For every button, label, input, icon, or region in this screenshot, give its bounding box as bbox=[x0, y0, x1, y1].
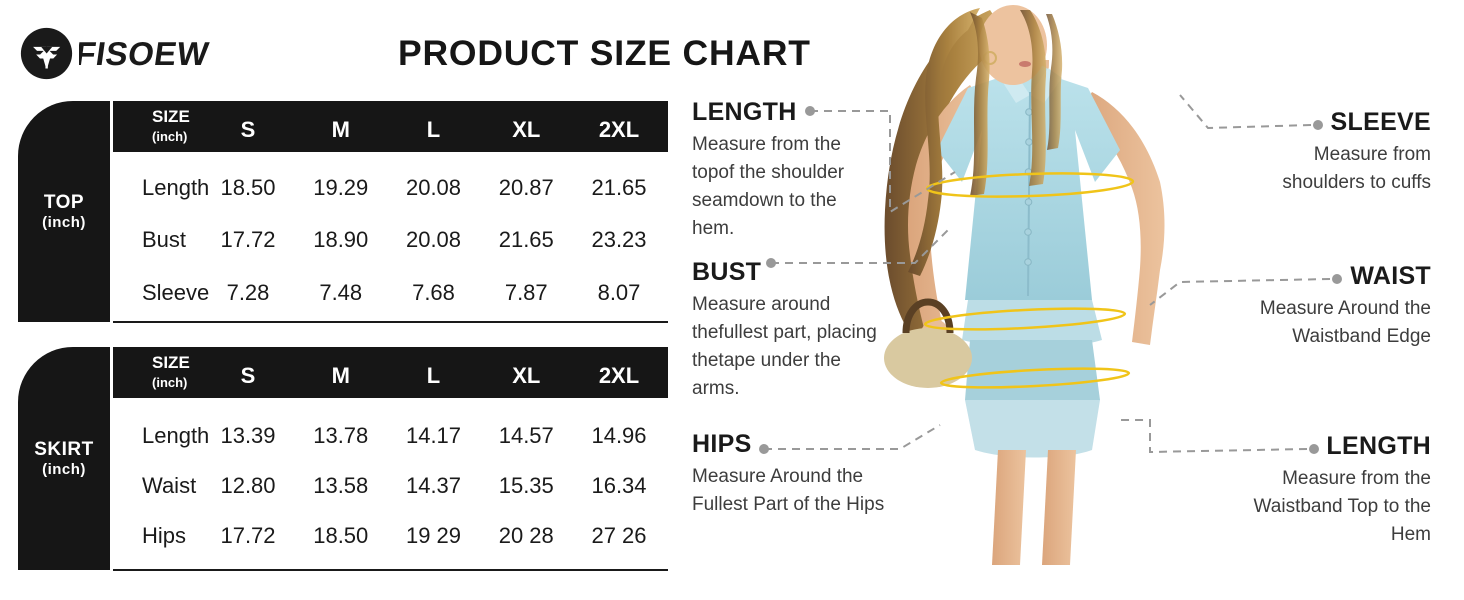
svg-text:FISOEW: FISOEW bbox=[79, 36, 211, 73]
